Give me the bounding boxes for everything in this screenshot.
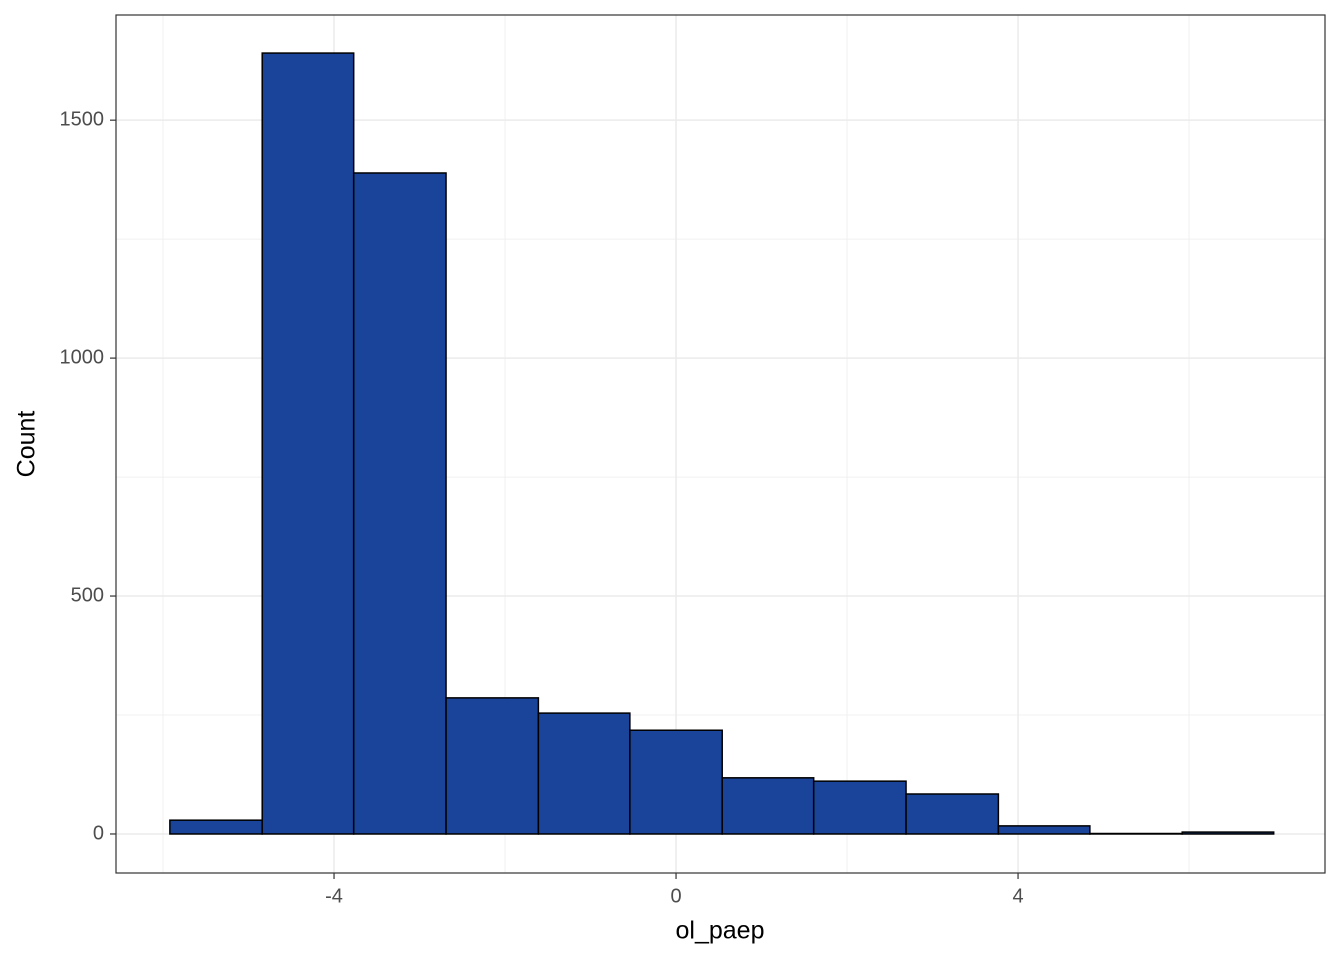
x-tick-label: 0 [670, 885, 681, 907]
y-tick-label: 1500 [60, 108, 105, 130]
bar [629, 729, 723, 835]
y-axis-title: Count [13, 411, 41, 478]
panel-border [115, 14, 1326, 874]
bar [261, 52, 355, 835]
x-axis-title: ol_paep [676, 917, 765, 945]
bar [445, 697, 540, 835]
bar [537, 712, 631, 835]
y-tick-label: 0 [93, 822, 104, 844]
bar [997, 825, 1091, 835]
bar [1181, 831, 1275, 835]
y-tick-label: 1000 [60, 346, 105, 368]
bar [352, 172, 447, 835]
y-tick-label: 500 [71, 584, 104, 606]
bar [812, 780, 907, 835]
x-tick-label: -4 [325, 885, 343, 907]
bar [169, 819, 263, 835]
bar [905, 793, 1000, 835]
bar [721, 777, 815, 835]
x-tick-label: 4 [1012, 885, 1023, 907]
